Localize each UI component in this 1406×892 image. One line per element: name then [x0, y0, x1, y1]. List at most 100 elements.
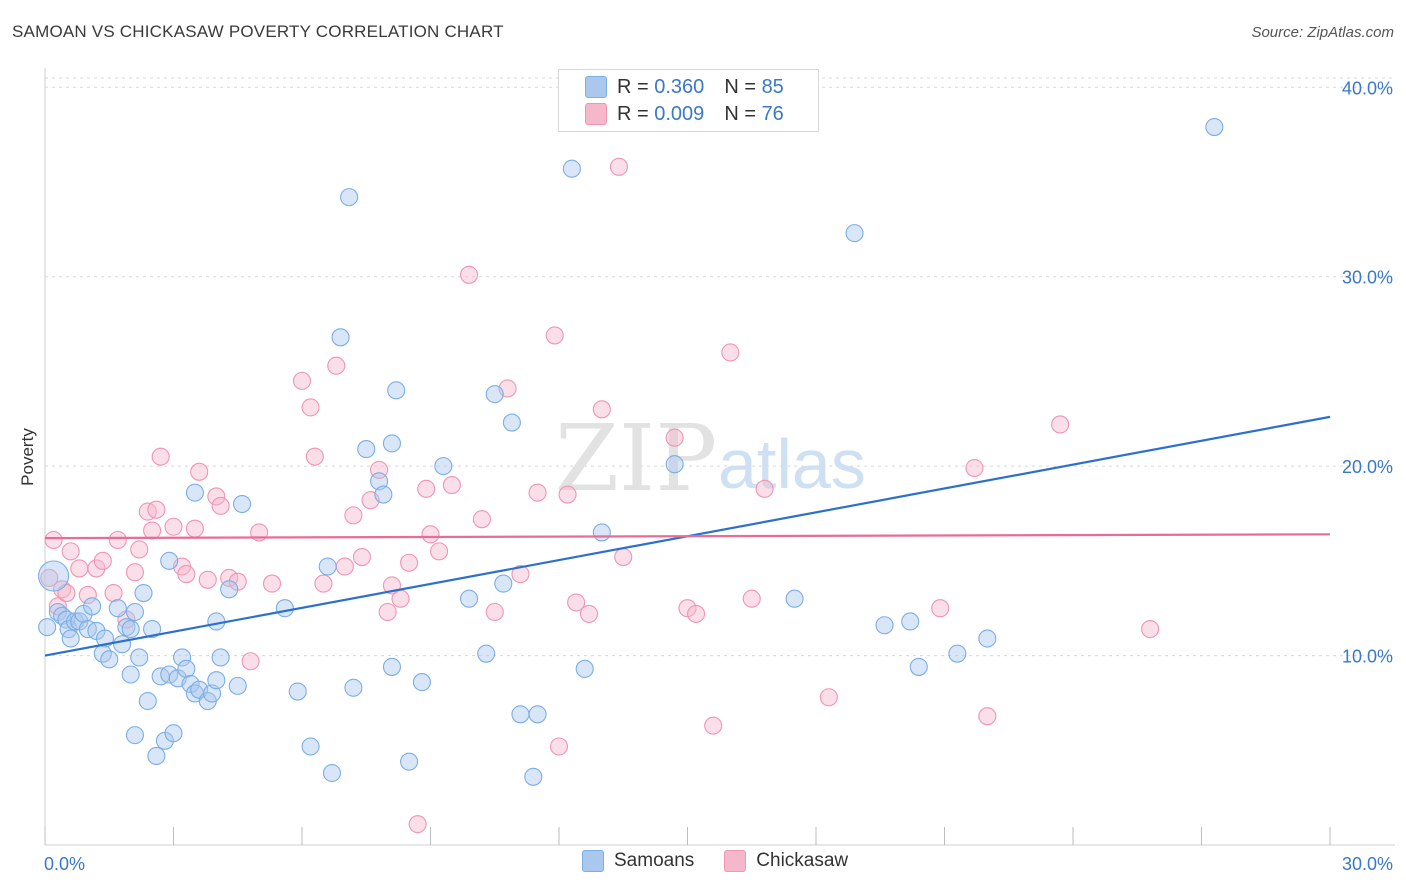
chickasaw-point — [421, 525, 440, 544]
n-label: N = — [724, 75, 756, 98]
samoan-point — [228, 676, 247, 695]
samoan-point — [288, 682, 307, 701]
samoan-point — [100, 650, 119, 669]
chickasaw-point — [1141, 619, 1160, 639]
chickasaw-point — [567, 593, 586, 612]
samoan-point — [220, 580, 239, 599]
y-tick-label: 10.0% — [1342, 647, 1393, 667]
chickasaw-point — [335, 557, 354, 576]
chickasaw-point — [665, 428, 684, 447]
chickasaw-point — [721, 343, 740, 362]
samoan-point — [207, 671, 226, 690]
n-label: N = — [724, 102, 756, 125]
samoan-point — [528, 705, 547, 724]
r-label: R = — [617, 75, 649, 98]
y-tick-label: 40.0% — [1342, 78, 1393, 98]
samoan-point — [207, 612, 226, 631]
chickasaw-trend-line — [44, 533, 1331, 540]
chickasaw-point — [472, 510, 491, 529]
chickasaw-point — [408, 815, 427, 834]
x-tick-labels: 0.0% 30.0% — [44, 854, 1393, 874]
r-label: R = — [617, 102, 649, 125]
series-legend: Samoans Chickasaw — [582, 850, 878, 872]
samoan-point — [160, 551, 179, 570]
chickasaw-point — [327, 356, 346, 375]
samoan-points — [38, 117, 1224, 786]
chickasaw-point — [262, 574, 282, 593]
samoan-point — [38, 560, 70, 592]
samoan-point — [875, 616, 894, 635]
chickasaw-point — [198, 570, 217, 589]
samoans-legend-swatch — [582, 850, 604, 872]
samoan-point — [1205, 117, 1224, 137]
samoan-point — [434, 457, 453, 476]
chickasaw-legend-label: Chickasaw — [756, 850, 849, 871]
samoan-point — [340, 188, 359, 207]
chickasaw-point — [87, 559, 106, 578]
source-credit: Source: ZipAtlas.com — [1251, 24, 1394, 41]
chickasaw-point — [965, 458, 984, 478]
samoan-point — [400, 752, 419, 771]
chickasaw-point — [40, 568, 59, 587]
chickasaw-point — [305, 447, 324, 466]
samoan-point — [374, 485, 393, 504]
chickasaw-point — [742, 589, 761, 608]
samoan-n-value: 85 — [761, 75, 784, 98]
samoan-point — [978, 629, 997, 648]
chickasaw-point — [485, 602, 504, 622]
chickasaw-point — [147, 500, 166, 519]
y-tick-label: 30.0% — [1342, 268, 1393, 288]
chickasaw-point — [511, 565, 530, 584]
samoan-point — [459, 589, 479, 608]
chickasaw-point — [190, 462, 209, 481]
chickasaw-point — [931, 599, 950, 618]
samoan-point — [301, 737, 320, 756]
chickasaw-point — [301, 398, 320, 417]
chickasaw-point — [430, 542, 449, 561]
samoan-point — [38, 618, 57, 637]
samoan-point — [387, 381, 406, 400]
chickasaw-point — [292, 371, 312, 390]
samoan-point — [494, 574, 513, 593]
samoan-point — [948, 644, 967, 663]
y-tick-label: 20.0% — [1342, 457, 1393, 477]
chickasaw-point — [704, 716, 723, 735]
samoan-point — [909, 657, 928, 676]
samoan-point — [185, 483, 204, 502]
samoan-point — [121, 665, 140, 684]
samoan-point — [592, 523, 611, 542]
chickasaw-point — [177, 565, 196, 584]
chickasaw-point — [442, 476, 461, 495]
chickasaw-n-value: 76 — [761, 102, 784, 125]
chickasaw-point — [93, 551, 112, 570]
samoan-point — [130, 648, 149, 667]
chickasaw-point — [143, 521, 162, 540]
samoan-point — [113, 635, 132, 654]
samoan-swatch — [585, 76, 607, 98]
samoan-point — [344, 678, 363, 697]
chickasaw-point — [819, 688, 838, 707]
chickasaw-point — [130, 540, 149, 559]
chickasaw-point — [558, 485, 577, 504]
chickasaw-point — [207, 487, 226, 506]
chickasaw-point — [755, 479, 774, 498]
chickasaw-point — [344, 506, 363, 525]
samoan-point — [160, 665, 179, 684]
samoan-point — [665, 455, 684, 474]
chickasaw-point — [70, 559, 89, 578]
chickasaw-stats-row: R = 0.009 N = 76 — [617, 102, 784, 126]
chickasaw-point — [61, 542, 80, 561]
samoan-point — [331, 328, 350, 347]
chickasaw-point — [108, 530, 127, 550]
samoan-point — [845, 224, 864, 243]
zipatlas-watermark: ZIP atlas — [555, 405, 866, 512]
chickasaw-point — [549, 737, 569, 756]
samoan-point — [357, 440, 376, 459]
chickasaw-point — [151, 447, 170, 466]
x-tick-label-max: 30.0% — [1342, 854, 1393, 874]
trend-lines — [44, 415, 1331, 657]
chickasaw-point — [211, 496, 230, 515]
samoan-point — [382, 657, 402, 676]
chickasaw-point — [459, 265, 479, 284]
